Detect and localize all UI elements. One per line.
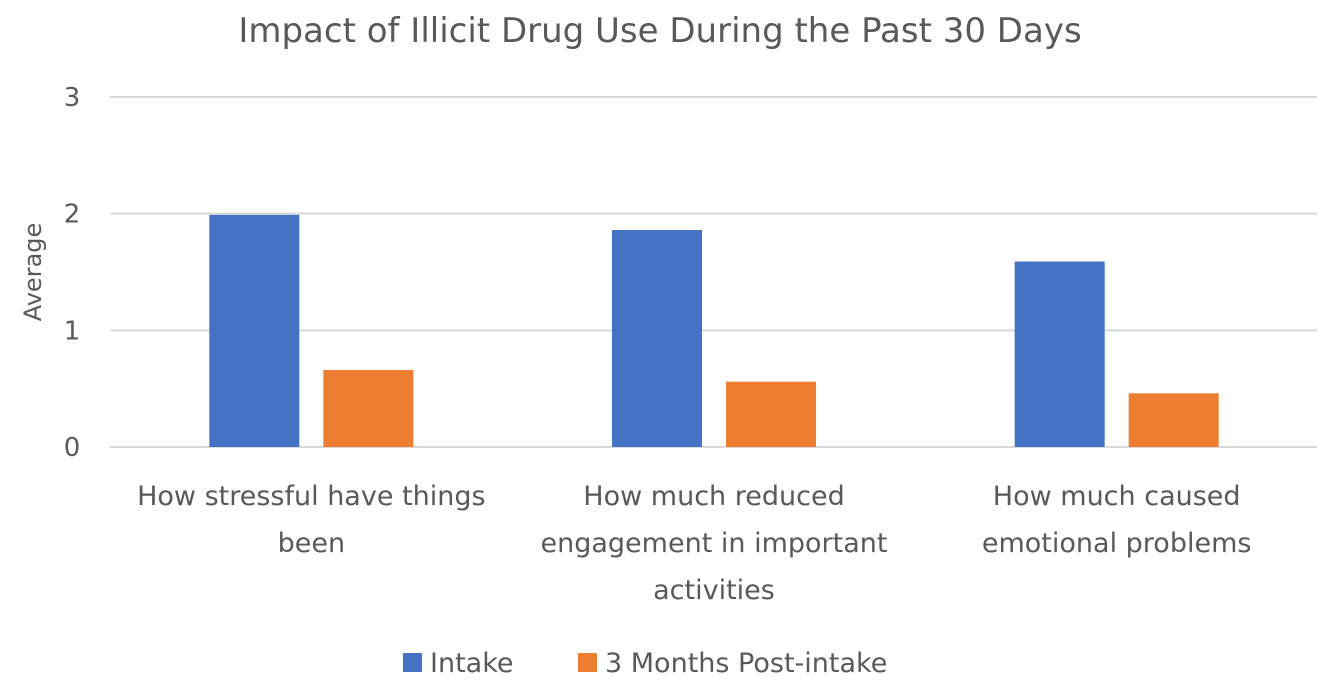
y-tick-label: 2 [64, 200, 81, 230]
y-tick-label: 1 [64, 316, 81, 346]
legend-label: 3 Months Post-intake [605, 648, 887, 679]
x-category-label: How much reduced [583, 481, 844, 512]
x-category-label: How much caused [993, 481, 1241, 512]
bar-3-months-post-intake-3 [1128, 393, 1219, 447]
x-category-label: How stressful have things [137, 481, 485, 512]
bar-3-months-post-intake-1 [323, 370, 414, 447]
legend-swatch-2 [578, 653, 597, 672]
x-axis-category-labels: How stressful have things been How much re… [137, 481, 1251, 606]
y-axis-label: Average [19, 223, 47, 322]
bar-intake-1 [209, 214, 300, 447]
chart-title: Impact of Illicit Drug Use During the Pa… [238, 11, 1081, 51]
x-category-label: emotional problems [982, 528, 1252, 559]
bar-intake-2 [612, 230, 702, 447]
legend-swatch-1 [403, 653, 422, 672]
bar-intake-3 [1014, 261, 1105, 447]
legend-label: Intake [430, 648, 514, 679]
x-category-label: engagement in important [541, 528, 888, 559]
x-category-label: been [278, 528, 345, 559]
gridlines [110, 96, 1317, 448]
bars [209, 214, 1219, 447]
legend: Intake 3 Months Post-intake [403, 648, 887, 679]
x-category-label: activities [653, 575, 775, 606]
y-tick-label: 0 [64, 433, 81, 463]
y-tick-label: 3 [64, 83, 81, 113]
bar-3-months-post-intake-2 [726, 381, 816, 447]
y-axis-ticks: 0 1 2 3 [64, 83, 81, 463]
